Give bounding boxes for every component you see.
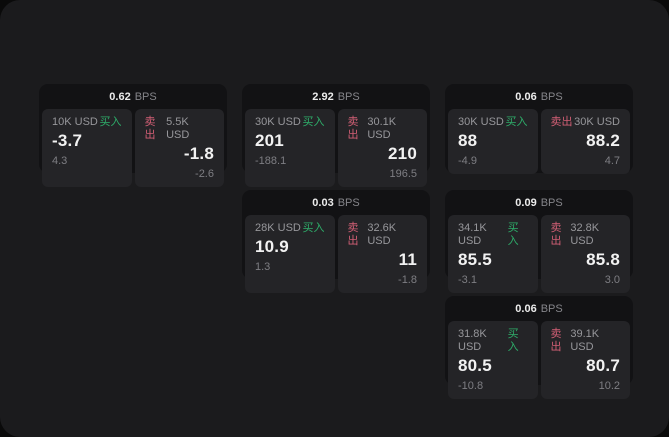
buy-button[interactable]: 买入: [507, 222, 519, 247]
sell-price: 80.7: [586, 356, 620, 375]
buy-sub-value: -10.8: [458, 380, 484, 392]
bps-value: 0.06: [515, 302, 537, 315]
sell-price: 85.8: [586, 250, 620, 269]
bps-value: 0.03: [312, 196, 334, 209]
sell-price: -1.8: [183, 144, 214, 163]
buy-size-label: 30K USD: [255, 116, 301, 128]
sell-button[interactable]: 卖出: [347, 222, 359, 247]
quote-panels: 30K USD 买入 201 -188.1 卖出 30.1K USD 210 1…: [242, 109, 430, 190]
buy-button[interactable]: 买入: [505, 116, 528, 128]
buy-price: 201: [255, 131, 284, 150]
quote-panels: 28K USD 买入 10.9 1.3 卖出 32.6K USD 11 -1.8: [242, 215, 430, 296]
sell-price: 88.2: [586, 131, 620, 150]
sell-quote-tile[interactable]: 卖出 5.5K USD -1.8 -2.6: [134, 109, 224, 187]
quote-card-1: 0.62 BPS 10K USD 买入 -3.7 4.3 卖出 5.5K USD…: [39, 84, 227, 187]
card-header: 0.06 BPS: [445, 84, 633, 109]
sell-button[interactable]: 卖出: [550, 222, 562, 247]
bps-value: 2.92: [312, 90, 334, 103]
sell-button[interactable]: 卖出: [550, 116, 573, 128]
sell-quote-tile[interactable]: 卖出 30K USD 88.2 4.7: [540, 109, 630, 174]
quote-card-6: 0.06 BPS 31.8K USD 买入 80.5 -10.8 卖出 39.1…: [445, 296, 633, 399]
buy-size-label: 30K USD: [458, 116, 504, 128]
buy-size-label: 28K USD: [255, 222, 301, 234]
buy-price: 80.5: [458, 356, 492, 375]
sell-size-label: 32.6K USD: [367, 222, 397, 247]
buy-sub-value: 1.3: [255, 261, 271, 273]
buy-price: 85.5: [458, 250, 492, 269]
card-header: 0.06 BPS: [445, 296, 633, 321]
bps-value: 0.62: [109, 90, 131, 103]
buy-button[interactable]: 买入: [302, 116, 325, 128]
bps-unit-label: BPS: [540, 302, 563, 315]
quote-card-4: 0.03 BPS 28K USD 买入 10.9 1.3 卖出 32.6K US…: [242, 190, 430, 293]
buy-button[interactable]: 买入: [302, 222, 325, 234]
card-header: 0.09 BPS: [445, 190, 633, 215]
sell-sub-value: 10.2: [598, 380, 620, 392]
sell-sub-value: 3.0: [604, 274, 620, 286]
buy-sub-value: 4.3: [52, 155, 68, 167]
buy-price: -3.7: [52, 131, 83, 150]
quote-card-3: 0.06 BPS 30K USD 买入 88 -4.9 卖出 30K USD 8…: [445, 84, 633, 174]
card-header: 0.03 BPS: [242, 190, 430, 215]
bps-value: 0.06: [515, 90, 537, 103]
buy-quote-tile[interactable]: 30K USD 买入 88 -4.9: [448, 109, 538, 174]
sell-sub-value: 4.7: [604, 155, 620, 167]
sell-button[interactable]: 卖出: [550, 328, 562, 353]
buy-sub-value: -4.9: [458, 155, 477, 167]
buy-sub-value: -3.1: [458, 274, 477, 286]
quote-panels: 10K USD 买入 -3.7 4.3 卖出 5.5K USD -1.8 -2.…: [39, 109, 227, 190]
sell-price: 210: [388, 144, 417, 163]
buy-sub-value: -188.1: [255, 155, 287, 167]
sell-quote-tile[interactable]: 卖出 30.1K USD 210 196.5: [337, 109, 427, 187]
buy-price: 88: [458, 131, 478, 150]
sell-button[interactable]: 卖出: [144, 116, 156, 141]
sell-quote-tile[interactable]: 卖出 32.8K USD 85.8 3.0: [540, 215, 630, 293]
bps-unit-label: BPS: [540, 196, 563, 209]
sell-sub-value: 196.5: [389, 168, 417, 180]
buy-price: 10.9: [255, 237, 289, 256]
quote-panels: 30K USD 买入 88 -4.9 卖出 30K USD 88.2 4.7: [445, 109, 633, 177]
bps-unit-label: BPS: [134, 90, 157, 103]
sell-size-label: 39.1K USD: [570, 328, 600, 353]
sell-sub-value: -2.6: [195, 168, 214, 180]
sell-size-label: 30K USD: [574, 116, 620, 128]
bps-value: 0.09: [515, 196, 537, 209]
buy-quote-tile[interactable]: 30K USD 买入 201 -188.1: [245, 109, 335, 187]
buy-size-label: 34.1K USD: [458, 222, 487, 247]
buy-button[interactable]: 买入: [99, 116, 122, 128]
sell-size-label: 5.5K USD: [166, 116, 190, 141]
quote-panels: 34.1K USD 买入 85.5 -3.1 卖出 32.8K USD 85.8…: [445, 215, 633, 296]
buy-quote-tile[interactable]: 28K USD 买入 10.9 1.3: [245, 215, 335, 293]
sell-size-label: 32.8K USD: [570, 222, 600, 247]
buy-size-label: 10K USD: [52, 116, 98, 128]
sell-button[interactable]: 卖出: [347, 116, 359, 141]
sell-sub-value: -1.8: [398, 274, 417, 286]
quote-card-2: 2.92 BPS 30K USD 买入 201 -188.1 卖出 30.1K …: [242, 84, 430, 187]
sell-price: 11: [398, 250, 417, 269]
sell-size-label: 30.1K USD: [367, 116, 397, 141]
buy-quote-tile[interactable]: 10K USD 买入 -3.7 4.3: [42, 109, 132, 187]
buy-quote-tile[interactable]: 34.1K USD 买入 85.5 -3.1: [448, 215, 538, 293]
card-header: 0.62 BPS: [39, 84, 227, 109]
quote-panels: 31.8K USD 买入 80.5 -10.8 卖出 39.1K USD 80.…: [445, 321, 633, 402]
buy-size-label: 31.8K USD: [458, 328, 487, 353]
buy-button[interactable]: 买入: [507, 328, 519, 353]
bps-unit-label: BPS: [337, 196, 360, 209]
card-header: 2.92 BPS: [242, 84, 430, 109]
buy-quote-tile[interactable]: 31.8K USD 买入 80.5 -10.8: [448, 321, 538, 399]
sell-quote-tile[interactable]: 卖出 32.6K USD 11 -1.8: [337, 215, 427, 293]
bps-unit-label: BPS: [540, 90, 563, 103]
bps-unit-label: BPS: [337, 90, 360, 103]
quote-card-5: 0.09 BPS 34.1K USD 买入 85.5 -3.1 卖出 32.8K…: [445, 190, 633, 293]
sell-quote-tile[interactable]: 卖出 39.1K USD 80.7 10.2: [540, 321, 630, 399]
